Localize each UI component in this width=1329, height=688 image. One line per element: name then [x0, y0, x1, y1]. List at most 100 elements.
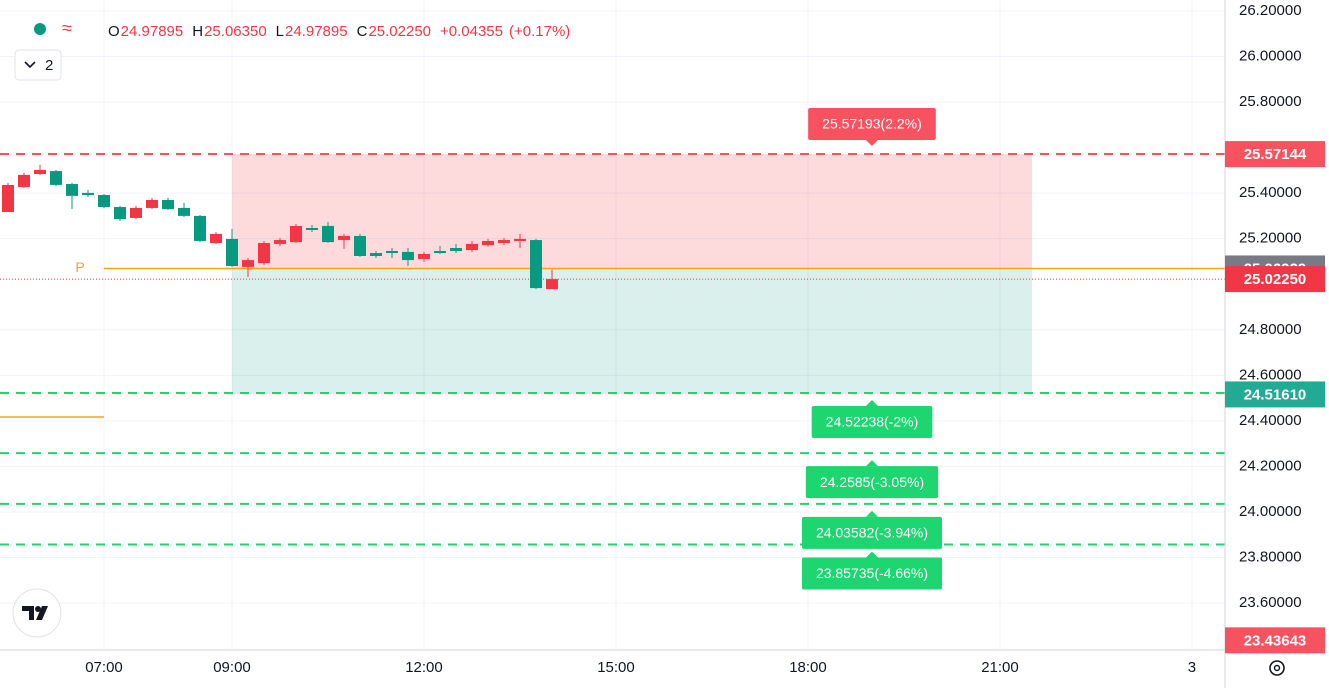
x-tick-label: 12:00: [405, 659, 443, 676]
level-label-pointer: [865, 139, 878, 146]
level-label-box: [801, 557, 943, 590]
candle-body: [529, 240, 542, 289]
header: ≈ O 24.97895 H 25.06350 L 24.97895 C 25.02250 +0…: [14, 14, 570, 81]
candle-body: [465, 243, 478, 251]
plot: P: [0, 152, 1225, 546]
candle-body: [145, 199, 158, 208]
candle-body: [257, 243, 270, 264]
candle-body: [417, 253, 430, 259]
logo: [12, 588, 62, 638]
logo-mark: [22, 606, 48, 620]
entry-marker: P: [75, 259, 84, 275]
axes: 26.20000 26.00000 25.80000 25.40000 25.20000…: [85, 2, 1301, 676]
candle-body: [449, 248, 462, 251]
status-dot: [34, 23, 46, 35]
y-tick-label: 23.60000: [1239, 594, 1302, 611]
ohlc-value: 25.06350: [204, 23, 267, 40]
candle-body: [17, 174, 30, 187]
ohlc-value: 24.97895: [121, 23, 184, 40]
price-label: 25.02250: [1244, 271, 1307, 288]
level-label-text: 24.2585(-3.05%): [820, 474, 924, 490]
gear: [1269, 660, 1285, 676]
gear-hub: [1273, 664, 1281, 672]
level-label-box: [811, 406, 933, 439]
candle-body: [241, 260, 254, 267]
ohlc-key: H: [192, 23, 203, 40]
indicators-toggle[interactable]: [14, 49, 62, 81]
symbol-button[interactable]: [16, 14, 84, 44]
candle-body: [81, 192, 94, 195]
level-label: 23.85735(-4.66%): [801, 551, 943, 590]
level-label-pointer: [865, 510, 878, 517]
y-tick-label: 23.80000: [1239, 549, 1302, 566]
y-tick-label: 24.60000: [1239, 366, 1302, 383]
logo-badge[interactable]: [12, 588, 62, 638]
level-label: 24.03582(-3.94%): [801, 510, 943, 549]
candle-body: [1, 184, 14, 213]
level-label: 24.52238(-2%): [811, 400, 933, 439]
candle-body: [49, 171, 62, 185]
candle-body: [385, 250, 398, 254]
level-label-pointer: [865, 400, 878, 407]
grid: [0, 0, 1225, 650]
candle-body: [305, 227, 318, 231]
candle-body: [97, 194, 110, 208]
x-tick-label: 3: [1188, 659, 1196, 676]
candle-body: [193, 215, 206, 241]
y-tick-label: 24.80000: [1239, 321, 1302, 338]
level-label: 25.57193(2.2%): [808, 107, 936, 146]
y-tick-label: 25.40000: [1239, 184, 1302, 201]
ohlc: O 24.97895 H 25.06350 L 24.97895 C 25.02250 +0.0…: [108, 23, 570, 40]
x-tick-label: 09:00: [213, 659, 251, 676]
stop-zone: [231, 154, 1032, 269]
chevron: [24, 61, 36, 69]
candle-body: [337, 235, 350, 241]
candle-body: [33, 169, 46, 175]
y-tick-label: 24.40000: [1239, 412, 1302, 429]
candle-body: [353, 235, 366, 256]
x-tick-label: 21:00: [981, 659, 1019, 676]
x-tick-label: 18:00: [789, 659, 827, 676]
candle-body: [177, 207, 190, 216]
logo-dot: [35, 606, 41, 612]
level-label-box: [801, 516, 943, 549]
y-tick-label: 25.80000: [1239, 93, 1302, 110]
level-label-text: 24.52238(-2%): [826, 414, 919, 430]
ohlc-value: 24.97895: [285, 23, 348, 40]
level-label-text: 23.85735(-4.66%): [816, 565, 928, 581]
target-zone: [231, 268, 1032, 395]
settings[interactable]: [1269, 660, 1285, 676]
price-label-box: [1225, 266, 1325, 293]
candle-body: [513, 238, 526, 241]
indicator-count: 2: [45, 57, 53, 74]
price-label-box: [1225, 627, 1325, 654]
candle-body: [161, 199, 174, 210]
labels: 25.57193(2.2%) 24.52238(-2%) 24.2585(-3.05…: [801, 107, 1325, 654]
candle-body: [321, 225, 334, 243]
candle-body: [481, 240, 494, 246]
candle-body: [129, 207, 142, 218]
change-pct: (+0.17%): [509, 23, 570, 40]
price-label: 24.51610: [1244, 386, 1307, 403]
ohlc-key: O: [108, 23, 120, 40]
level-label-pointer: [865, 460, 878, 467]
level-label-pointer: [865, 551, 878, 558]
y-tick-label: 26.00000: [1239, 47, 1302, 64]
candle-body: [65, 184, 78, 196]
candle-body: [209, 233, 222, 244]
y-tick-label: 24.00000: [1239, 503, 1302, 520]
price-label: 25.57144: [1244, 146, 1307, 163]
ohlc-key: L: [276, 23, 284, 40]
x-tick-label: 15:00: [597, 659, 635, 676]
level-label-box: [808, 107, 936, 140]
level-label-box: [805, 466, 939, 499]
ohlc-value: 25.02250: [368, 23, 431, 40]
price-label-box: [1225, 141, 1325, 168]
candle-body: [369, 253, 382, 256]
candle-body: [401, 251, 414, 261]
candle-body: [113, 207, 126, 220]
candle-body: [225, 238, 238, 267]
price-label-box: [1225, 381, 1325, 408]
candle-body: [497, 240, 510, 244]
